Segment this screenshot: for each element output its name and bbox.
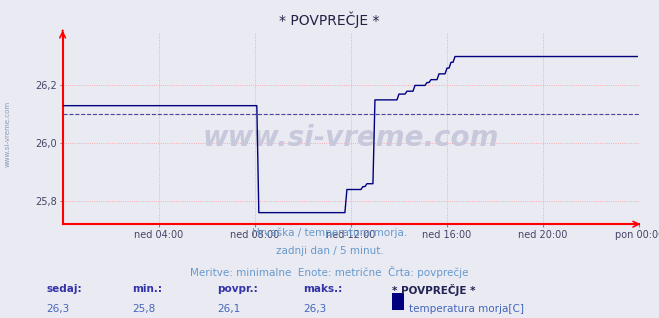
Text: povpr.:: povpr.: bbox=[217, 284, 258, 294]
Text: www.si-vreme.com: www.si-vreme.com bbox=[5, 100, 11, 167]
Text: 25,8: 25,8 bbox=[132, 304, 155, 314]
Text: min.:: min.: bbox=[132, 284, 162, 294]
Text: * POVPREČJE *: * POVPREČJE * bbox=[392, 284, 476, 296]
Text: 26,3: 26,3 bbox=[46, 304, 69, 314]
Text: * POVPREČJE *: * POVPREČJE * bbox=[279, 11, 380, 28]
Text: maks.:: maks.: bbox=[303, 284, 343, 294]
Text: www.si-vreme.com: www.si-vreme.com bbox=[203, 124, 499, 152]
Text: 26,1: 26,1 bbox=[217, 304, 241, 314]
Text: sedaj:: sedaj: bbox=[46, 284, 82, 294]
Text: Hrvaška / temperatura morja.: Hrvaška / temperatura morja. bbox=[252, 227, 407, 238]
Text: Meritve: minimalne  Enote: metrične  Črta: povprečje: Meritve: minimalne Enote: metrične Črta:… bbox=[190, 266, 469, 278]
Text: 26,3: 26,3 bbox=[303, 304, 326, 314]
Text: zadnji dan / 5 minut.: zadnji dan / 5 minut. bbox=[275, 246, 384, 256]
Text: temperatura morja[C]: temperatura morja[C] bbox=[409, 304, 524, 314]
